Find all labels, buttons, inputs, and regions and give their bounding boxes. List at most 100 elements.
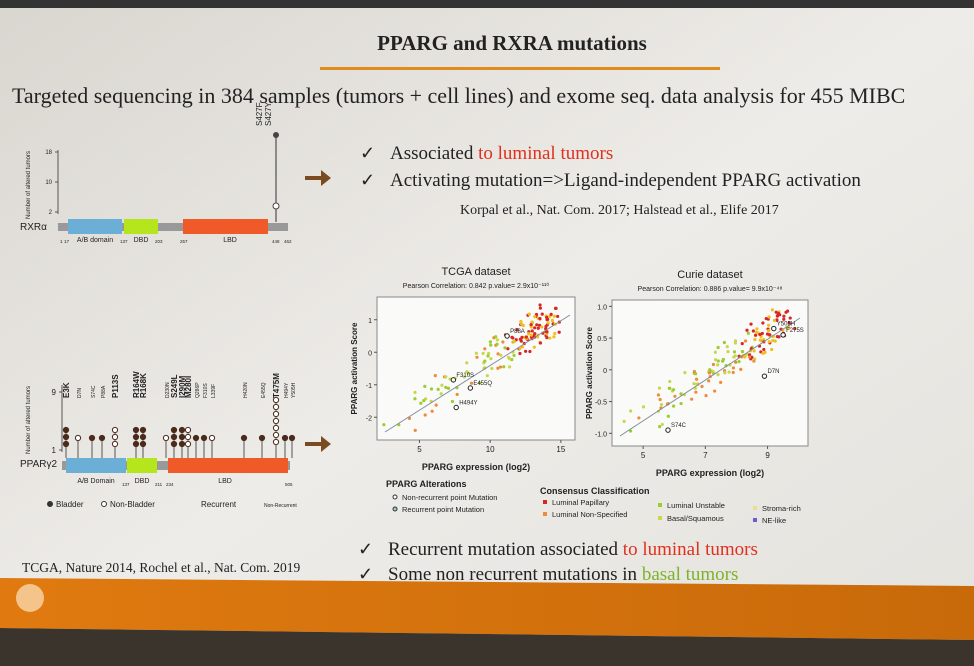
legend-swatch bbox=[658, 516, 662, 520]
background-dot bbox=[752, 359, 756, 363]
background-dot bbox=[773, 339, 777, 343]
mutation-point bbox=[771, 325, 777, 332]
background-dot bbox=[658, 397, 662, 402]
background-dot bbox=[440, 383, 444, 387]
domain bbox=[68, 219, 122, 234]
bullet: Associated to luminal tumors bbox=[390, 143, 613, 164]
background-dot bbox=[743, 339, 748, 343]
background-dot bbox=[673, 394, 677, 398]
background-dot bbox=[430, 409, 434, 413]
lollipop bbox=[258, 434, 266, 442]
bottom-edge bbox=[0, 628, 974, 666]
legend-swatch bbox=[543, 512, 547, 516]
background-dot bbox=[557, 330, 561, 334]
arrow bbox=[305, 436, 331, 452]
background-dot bbox=[527, 332, 531, 336]
x-tick-label: 7 bbox=[703, 451, 708, 460]
bullet-highlight: basal tumors bbox=[642, 564, 739, 585]
legend-marker bbox=[392, 506, 398, 512]
lollipop bbox=[111, 426, 119, 434]
background-dot bbox=[751, 329, 755, 333]
plot-subtitle: Pearson Correlation: 0.886 p.value= 9.9x… bbox=[638, 286, 783, 293]
background-dot bbox=[666, 414, 670, 418]
background-dot bbox=[671, 404, 676, 408]
y-axis-label: PPARG activation Score bbox=[585, 327, 594, 419]
x-axis-label: PPARG expression (log2) bbox=[422, 462, 530, 472]
background-dot bbox=[722, 340, 726, 345]
domain-label: DBD bbox=[135, 478, 150, 485]
position-label: 203 bbox=[155, 239, 163, 244]
y-tick-label: 0.5 bbox=[597, 336, 607, 343]
lollipop bbox=[139, 426, 147, 434]
background-dot bbox=[465, 370, 469, 374]
background-dot bbox=[498, 365, 503, 369]
background-dot bbox=[478, 381, 482, 385]
domain-label: LBD bbox=[223, 237, 237, 244]
x-tick-label: 9 bbox=[765, 451, 770, 460]
point-label: S74C bbox=[671, 423, 687, 429]
background-dot bbox=[692, 381, 696, 386]
background-dot bbox=[481, 351, 485, 355]
background-dot bbox=[433, 374, 437, 378]
background-dot bbox=[731, 370, 735, 375]
background-dot bbox=[496, 352, 500, 356]
background-dot bbox=[546, 321, 550, 325]
mutation-label: P113S bbox=[111, 374, 120, 398]
background-dot bbox=[434, 403, 438, 407]
regression-line bbox=[619, 317, 801, 437]
lollipop bbox=[184, 440, 192, 448]
mutation-label: H494Y bbox=[284, 382, 290, 398]
mutation-label: H420N bbox=[243, 382, 249, 398]
lollipop bbox=[111, 433, 119, 441]
y-tick-label: -0.5 bbox=[595, 400, 607, 407]
lollipop bbox=[272, 438, 280, 446]
background-dot bbox=[785, 309, 790, 313]
background-dot bbox=[413, 397, 417, 401]
background-dot bbox=[446, 386, 451, 390]
background-dot bbox=[488, 340, 492, 344]
background-dot bbox=[749, 322, 753, 326]
background-dot bbox=[727, 370, 731, 374]
lollipop bbox=[178, 426, 186, 434]
background-dot bbox=[711, 362, 716, 367]
legend-label: Non-Recurrent bbox=[264, 503, 297, 509]
background-dot bbox=[536, 326, 540, 330]
background-dot bbox=[485, 374, 489, 378]
lollipop bbox=[240, 434, 248, 442]
mutation-label: Q286P bbox=[195, 382, 201, 398]
background-dot bbox=[533, 332, 537, 336]
domain bbox=[168, 458, 288, 473]
y-tick-label: 2 bbox=[49, 210, 53, 216]
mutation-point bbox=[467, 385, 474, 391]
lollipop bbox=[170, 433, 178, 441]
legend-swatch bbox=[753, 518, 757, 522]
background-dot bbox=[772, 318, 776, 323]
legend-marker bbox=[392, 494, 398, 500]
point-label: F275S bbox=[786, 328, 804, 334]
background-dot bbox=[512, 339, 516, 344]
background-dot bbox=[734, 360, 738, 364]
y-tick-label: 18 bbox=[45, 150, 52, 156]
background-dot bbox=[637, 416, 641, 420]
background-dot bbox=[787, 321, 791, 325]
background-dot bbox=[739, 367, 743, 372]
background-dot bbox=[679, 401, 683, 406]
position-label: 234 bbox=[166, 482, 174, 487]
background-dot bbox=[499, 353, 503, 357]
mutation-label: S74C bbox=[91, 385, 97, 398]
background-dot bbox=[755, 327, 759, 331]
background-dot bbox=[747, 355, 752, 359]
background-dot bbox=[740, 342, 744, 346]
background-dot bbox=[519, 319, 523, 324]
background-dot bbox=[767, 329, 771, 333]
background-dot bbox=[793, 326, 797, 331]
protein-bar bbox=[58, 223, 288, 231]
check: ✓ bbox=[360, 170, 375, 190]
y-tick-label: 1 bbox=[368, 318, 372, 325]
bullet-text: Associated bbox=[390, 143, 478, 164]
background-dot bbox=[754, 330, 758, 334]
lollipop bbox=[62, 440, 70, 448]
domain-label: LBD bbox=[218, 478, 232, 485]
legend-label: Luminal Unstable bbox=[667, 501, 725, 510]
background-dot bbox=[761, 351, 765, 356]
